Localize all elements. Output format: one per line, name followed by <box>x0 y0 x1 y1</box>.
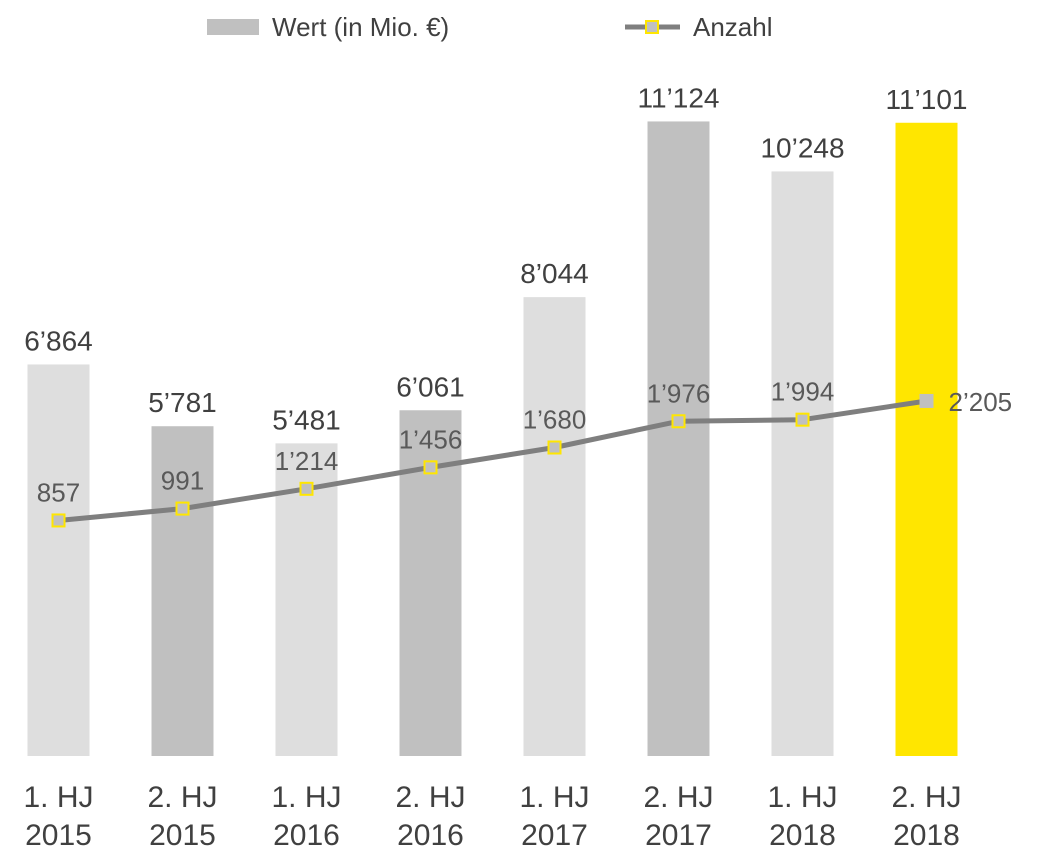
count-value-label: 1’994 <box>771 377 835 407</box>
x-tick-label-period: 2. HJ <box>147 781 217 814</box>
x-tick-label-period: 2. HJ <box>643 781 713 814</box>
bar-labels: 6’864 5’781 5’481 6’061 8’044 11’124 10’248 11’… <box>24 82 967 435</box>
bar-value-label: 8’044 <box>520 258 589 289</box>
legend-line-marker <box>645 20 659 34</box>
legend-bar-swatch <box>207 19 259 35</box>
x-tick-label-period: 2. HJ <box>891 781 961 814</box>
bar-value-label: 11’101 <box>885 84 967 115</box>
bar <box>895 122 958 756</box>
x-tick-label-period: 1. HJ <box>767 781 837 814</box>
x-tick-label: 2. HJ 2017 <box>643 781 713 852</box>
count-marker <box>51 513 66 528</box>
bar <box>151 426 214 756</box>
x-tick-label-period: 2. HJ <box>395 781 465 814</box>
count-marker <box>547 440 562 455</box>
count-line <box>56 398 929 523</box>
x-tick-label-year: 2018 <box>893 819 960 852</box>
x-tick-label-year: 2016 <box>397 819 464 852</box>
count-value-label: 1’214 <box>275 446 339 476</box>
count-marker <box>299 481 314 496</box>
x-tick-label-period: 1. HJ <box>519 781 589 814</box>
count-value-label: 1’976 <box>647 378 711 408</box>
bar-value-label: 10’248 <box>760 132 844 163</box>
count-marker <box>795 412 810 427</box>
count-marker <box>175 501 190 516</box>
x-tick-label-year: 2015 <box>149 819 216 852</box>
bars <box>27 121 958 756</box>
x-tick-label: 1. HJ 2017 <box>519 781 589 852</box>
count-value-label: 857 <box>37 477 80 507</box>
x-tick-label-year: 2015 <box>25 819 92 852</box>
count-value-label: 1’456 <box>399 424 463 454</box>
x-tick-label: 2. HJ 2018 <box>891 781 961 852</box>
x-tick-label-year: 2017 <box>521 819 588 852</box>
x-tick-label-year: 2017 <box>645 819 712 852</box>
count-marker <box>423 460 438 475</box>
bar <box>647 121 710 756</box>
count-value-label: 1’680 <box>523 405 587 435</box>
count-labels: 857 991 1’214 1’456 1’680 1’976 1’994 2’205 <box>37 377 1012 508</box>
x-tick-label-period: 1. HJ <box>23 781 93 814</box>
legend: Wert (in Mio. €) Anzahl <box>207 12 773 42</box>
bar-value-label: 5’781 <box>148 387 217 418</box>
bar-value-label: 11’124 <box>637 82 719 113</box>
bar-value-label: 5’481 <box>272 404 341 435</box>
bar-value-label: 6’061 <box>396 371 465 402</box>
bar <box>27 364 90 756</box>
legend-line-label: Anzahl <box>693 12 773 42</box>
count-markers <box>51 393 934 528</box>
count-line-path <box>56 398 929 523</box>
x-tick-label-year: 2016 <box>273 819 340 852</box>
x-tick-label: 1. HJ 2016 <box>271 781 341 852</box>
x-tick-label: 2. HJ 2016 <box>395 781 465 852</box>
x-tick-label: 2. HJ 2015 <box>147 781 217 852</box>
x-tick-label: 1. HJ 2015 <box>23 781 93 852</box>
legend-bar-label: Wert (in Mio. €) <box>272 12 449 42</box>
count-value-label: 2’205 <box>949 387 1013 417</box>
bar <box>771 171 834 756</box>
x-tick-label-year: 2018 <box>769 819 836 852</box>
bar-value-label: 6’864 <box>24 325 93 356</box>
count-value-label: 991 <box>161 466 204 496</box>
count-marker <box>919 393 934 408</box>
x-tick-label: 1. HJ 2018 <box>767 781 837 852</box>
bar <box>523 297 586 756</box>
count-marker <box>671 414 686 429</box>
x-tick-label-period: 1. HJ <box>271 781 341 814</box>
